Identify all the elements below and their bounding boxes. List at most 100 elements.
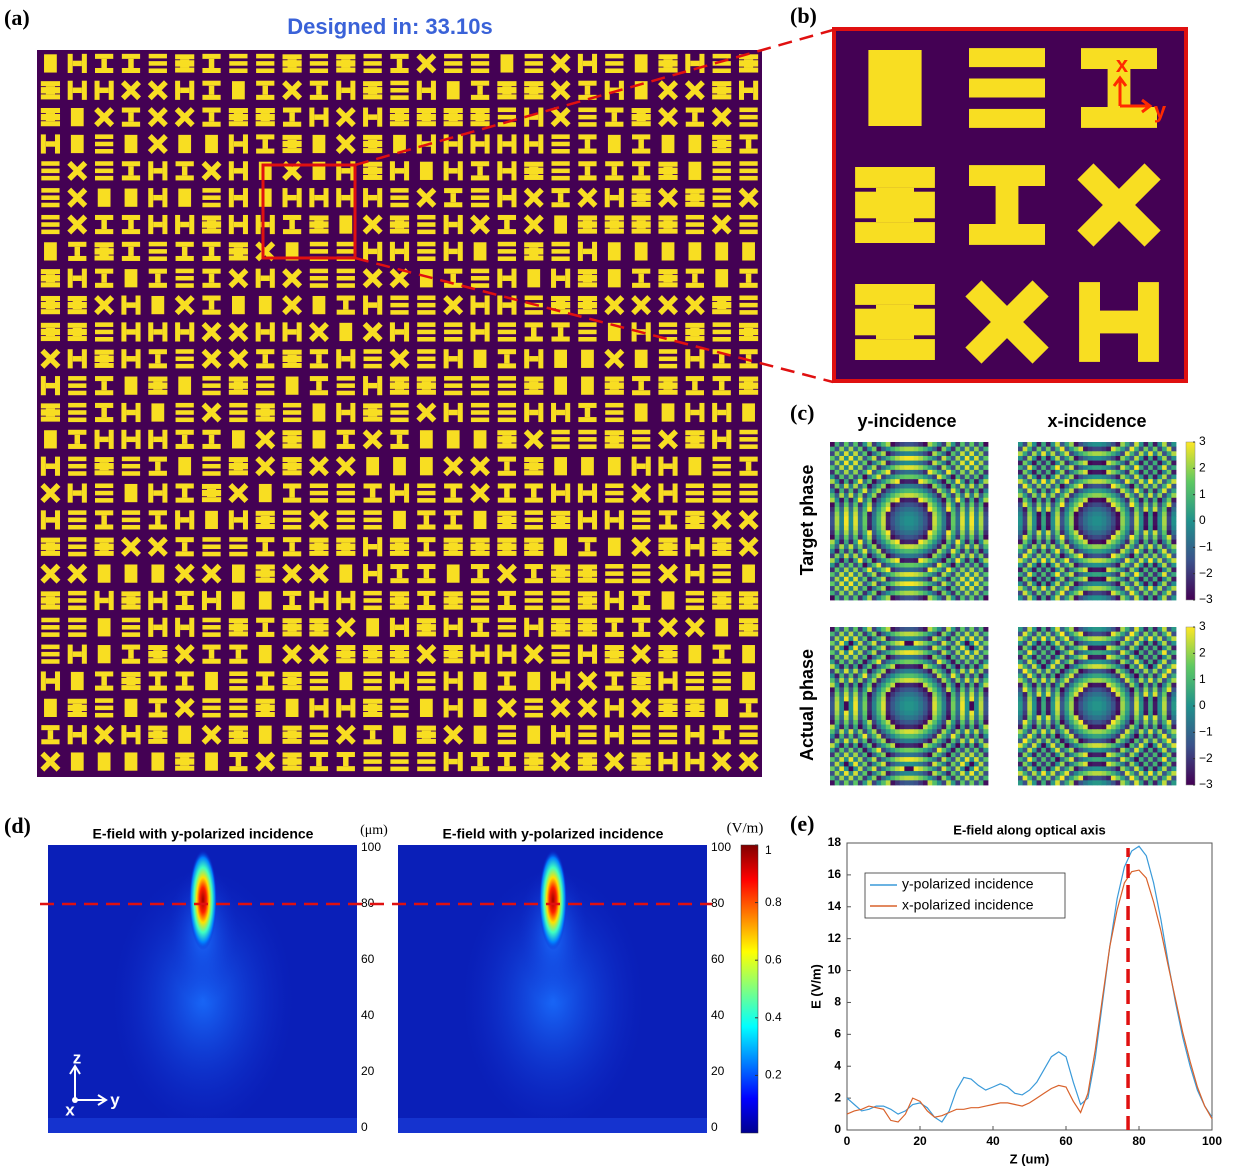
meta-atom-part: [108, 590, 114, 611]
phase-pixel: [1059, 474, 1065, 480]
phase-pixel: [862, 654, 868, 660]
meta-atom-part: [41, 644, 60, 650]
phase-pixel: [964, 687, 970, 693]
phase-pixel: [1171, 465, 1177, 471]
meta-atom-part: [94, 470, 114, 476]
meta-atom-part: [202, 712, 221, 718]
phase-pixel: [1115, 497, 1121, 503]
meta-atom-part: [690, 758, 700, 765]
phase-pixel: [1055, 469, 1061, 475]
meta-atom-part: [70, 671, 84, 691]
meta-atom-part: [1081, 48, 1157, 69]
phase-pixel: [904, 696, 910, 702]
phase-pixel: [857, 631, 863, 637]
zoom-box: [261, 163, 357, 260]
phase-pixel: [932, 590, 938, 596]
meta-atom-part: [511, 161, 517, 181]
meta-atom-part: [577, 631, 598, 637]
meta-atom-part: [121, 524, 141, 530]
meta-atom-part: [255, 711, 275, 717]
meta-atom-part: [416, 725, 436, 731]
phase-pixel: [1092, 469, 1098, 475]
meta-atom-part: [99, 87, 109, 94]
phase-pixel: [1129, 544, 1135, 550]
phase-pixel: [1129, 516, 1135, 522]
phase-pixel: [1120, 534, 1126, 540]
meta-atom: [94, 724, 115, 745]
meta-atom-part: [557, 193, 564, 203]
phase-pixel: [1055, 562, 1061, 568]
meta-atom-part: [94, 255, 114, 261]
meta-atom-part: [151, 403, 165, 422]
meta-atom-part: [45, 300, 55, 310]
phase-pixel: [904, 631, 910, 637]
meta-atom-part: [205, 752, 218, 771]
phase-pixel: [913, 692, 919, 698]
phase-pixel: [978, 659, 984, 665]
phase-pixel: [876, 567, 882, 573]
phase-pixel: [932, 460, 938, 466]
meta-atom: [631, 536, 652, 557]
phase-pixel: [1157, 474, 1163, 480]
meta-atom-part: [282, 80, 303, 101]
phase-pixel: [1036, 521, 1042, 527]
meta-atom-part: [444, 68, 463, 74]
meta-atom-part: [577, 591, 598, 597]
meta-atom-part: [45, 542, 55, 551]
meta-atom-part: [658, 698, 678, 704]
phase-pixel: [1092, 581, 1098, 587]
phase-pixel: [1166, 590, 1172, 596]
phase-pixel: [885, 497, 891, 503]
phase-pixel: [890, 631, 896, 637]
phase-pixel: [890, 507, 896, 513]
phase-pixel: [1097, 465, 1103, 471]
phase-pixel: [904, 516, 910, 522]
meta-atom-part: [350, 402, 356, 423]
meta-atom-part: [97, 645, 111, 664]
phase-pixel: [857, 590, 863, 596]
phase-pixel: [1092, 553, 1098, 559]
phase-pixel: [1073, 572, 1079, 578]
phase-pixel: [1073, 511, 1079, 517]
phase-pixel: [839, 455, 845, 461]
phase-pixel: [1022, 567, 1028, 573]
phase-pixel: [1069, 497, 1075, 503]
phase-pixel: [857, 553, 863, 559]
meta-atom-part: [121, 725, 127, 745]
phase-pixel: [1073, 586, 1079, 592]
phase-pixel: [1041, 544, 1047, 550]
phase-pixel: [974, 548, 980, 554]
phase-pixel: [1059, 590, 1065, 596]
phase-pixel: [932, 497, 938, 503]
meta-atom-part: [228, 161, 234, 181]
phase-pixel: [941, 516, 947, 522]
phase-pixel: [871, 678, 877, 684]
phase-pixel: [881, 479, 887, 485]
meta-atom-part: [577, 577, 598, 583]
phase-pixel: [1059, 511, 1065, 517]
phase-pixel: [927, 511, 933, 517]
phase-pixel: [946, 530, 952, 536]
phase-pixel: [885, 558, 891, 564]
phase-pixel: [950, 493, 956, 499]
phase-pixel: [881, 483, 887, 489]
phase-pixel: [983, 511, 989, 517]
phase-pixel: [1115, 530, 1121, 536]
phase-pixel: [955, 682, 961, 688]
phase-pixel: [927, 687, 933, 693]
phase-pixel: [1050, 548, 1056, 554]
meta-atom-part: [497, 605, 517, 611]
meta-atom-part: [632, 175, 651, 181]
meta-atom-part: [744, 59, 754, 68]
phase-pixel: [830, 558, 836, 564]
phase-pixel: [895, 567, 901, 573]
meta-atom-part: [208, 273, 215, 283]
meta-atom-part: [363, 537, 369, 557]
meta-atom-part: [611, 166, 618, 176]
meta-atom: [67, 160, 88, 181]
meta-atom-part: [262, 676, 268, 686]
meta-atom-part: [484, 322, 490, 342]
meta-atom-part: [54, 671, 61, 691]
phase-pixel: [1041, 483, 1047, 489]
phase-pixel: [1166, 548, 1172, 554]
